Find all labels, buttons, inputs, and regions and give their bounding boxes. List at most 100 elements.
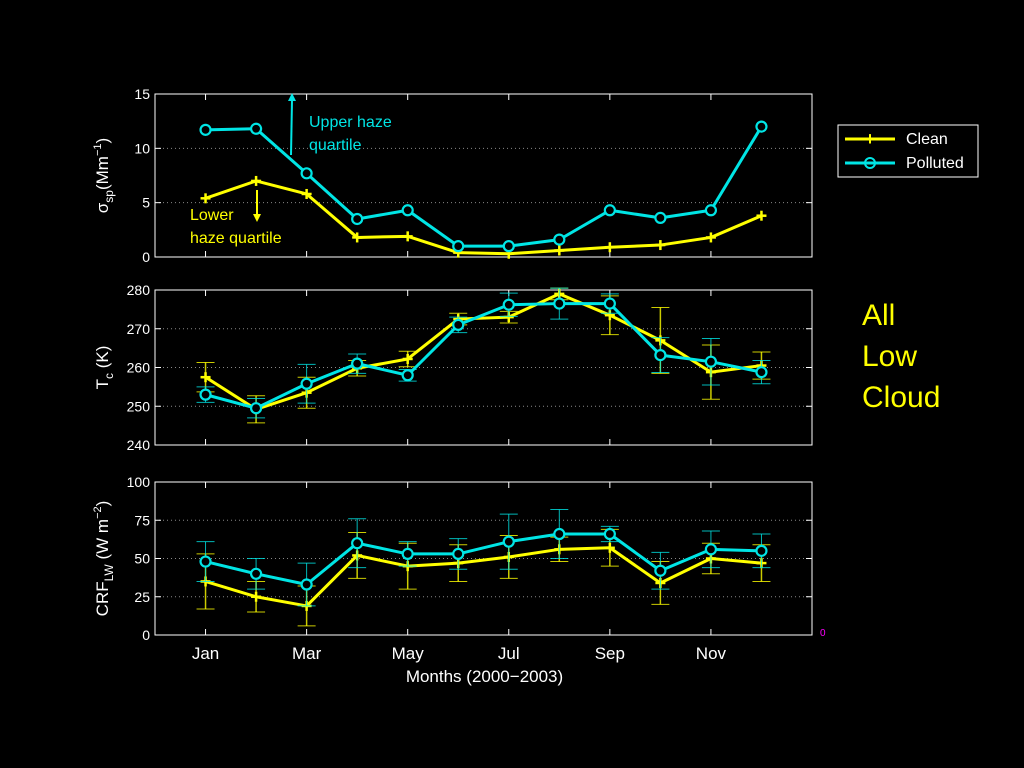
y-tick-label: 0	[142, 627, 150, 643]
y-tick-label: 260	[127, 360, 151, 376]
lower-haze-annotation: Lower haze quartile	[190, 190, 282, 247]
polluted-marker	[553, 527, 566, 541]
legend: + Clean Polluted	[837, 124, 979, 178]
polluted-marker	[351, 537, 364, 550]
polluted-marker	[755, 120, 768, 133]
polluted-marker	[351, 357, 364, 370]
panel-2: 240 250 260 270 280 Tc (K)	[93, 282, 813, 453]
polluted-marker	[401, 369, 414, 382]
stray-glyph: 0	[820, 628, 826, 639]
y-axis-label-part: (K)	[93, 346, 112, 373]
y-tick-label: 270	[127, 321, 151, 337]
clean-series-line	[205, 179, 763, 256]
upper-arrow-head	[288, 93, 296, 101]
polluted-marker	[502, 240, 515, 253]
y-tick-label: 25	[134, 589, 150, 605]
polluted-marker	[755, 544, 768, 557]
y-axis-label-part: (Mm	[93, 156, 112, 190]
y-tick-label: 240	[127, 437, 151, 453]
y-axis-label-part: (W m	[93, 519, 112, 564]
x-tick-label: Jan	[192, 644, 219, 663]
lower-annotation-line1: Lower	[190, 207, 234, 224]
x-tick-label: Nov	[696, 644, 727, 663]
polluted-marker	[249, 402, 263, 415]
polluted-marker	[199, 388, 212, 401]
side-label-line3: Cloud	[862, 381, 941, 414]
polluted-marker	[351, 212, 364, 226]
lower-annotation-line2: haze quartile	[190, 230, 282, 247]
y-axis-label-part: )	[93, 138, 112, 144]
polluted-marker	[654, 211, 667, 224]
all-low-cloud-label: All Low Cloud	[862, 295, 940, 418]
polluted-series-line	[205, 125, 763, 248]
polluted-marker	[249, 122, 263, 135]
x-axis-label: Months (2000−2003)	[406, 667, 563, 686]
y-axis-label-part: c	[102, 373, 116, 379]
panel-3-y-axis-label: CRFLW (W m−2)	[92, 501, 116, 617]
polluted-marker	[553, 233, 566, 246]
legend-polluted-marker	[864, 157, 876, 169]
y-axis-label-part: −2	[92, 506, 104, 519]
y-axis-label-part: )	[93, 501, 112, 507]
polluted-marker	[300, 167, 313, 180]
polluted-marker	[704, 204, 718, 217]
clean-series-line	[205, 546, 762, 608]
polluted-marker	[654, 349, 667, 362]
polluted-marker	[704, 543, 718, 556]
side-label-line2: Low	[862, 340, 918, 373]
polluted-marker	[452, 240, 465, 253]
polluted-marker	[603, 297, 616, 310]
y-axis-label-part: −1	[92, 143, 104, 156]
y-tick-label: 250	[127, 398, 151, 414]
y-axis-label-part: sp	[102, 190, 116, 203]
upper-annotation-line1: Upper haze	[309, 114, 392, 131]
polluted-marker	[199, 123, 212, 136]
y-tick-label: 10	[134, 140, 150, 156]
polluted-marker	[603, 204, 616, 217]
polluted-series-line	[205, 302, 762, 410]
y-axis-label-part: σ	[93, 202, 112, 213]
legend-polluted-label: Polluted	[906, 155, 964, 172]
polluted-marker	[401, 547, 414, 561]
polluted-marker	[755, 366, 768, 379]
chart-panels: 0 5 10 15 σsp(Mm−1) 240 250 260 270 280 Tc (K) 0 25 5…	[92, 86, 813, 686]
upper-arrow-shaft	[290, 99, 293, 156]
panel-3: 0 25 50 75 100 CRFLW (W m−2) Jan Mar May Jul Sep No…	[92, 474, 813, 686]
polluted-marker	[654, 564, 667, 577]
polluted-marker	[300, 578, 313, 591]
polluted-marker	[603, 527, 616, 541]
x-tick-label: Jul	[498, 644, 520, 663]
y-tick-label: 280	[127, 282, 151, 298]
polluted-marker	[502, 535, 515, 548]
y-axis-label-part: T	[93, 379, 112, 389]
legend-clean-label: Clean	[906, 131, 948, 148]
upper-haze-annotation: Upper haze quartile	[288, 93, 392, 156]
lower-arrow-head	[253, 214, 261, 222]
legend-clean-marker: +	[865, 129, 876, 149]
y-tick-label: 15	[134, 86, 150, 102]
y-axis-label-part: CRF	[93, 581, 112, 616]
polluted-marker	[199, 555, 212, 568]
polluted-marker	[452, 547, 465, 561]
upper-annotation-line2: quartile	[309, 137, 362, 154]
x-tick-label: Sep	[595, 644, 625, 663]
polluted-marker	[553, 297, 566, 310]
polluted-marker	[249, 567, 263, 580]
polluted-series-line	[205, 532, 762, 587]
y-tick-label: 0	[142, 249, 150, 265]
side-label-line1: All	[862, 299, 896, 332]
polluted-marker	[452, 318, 465, 331]
legend-box	[837, 124, 979, 178]
panel-1: 0 5 10 15 σsp(Mm−1)	[92, 86, 813, 265]
polluted-marker	[300, 377, 313, 390]
x-tick-label: May	[392, 644, 425, 663]
y-tick-label: 75	[134, 512, 150, 528]
polluted-marker	[502, 298, 515, 311]
panel-2-y-axis-label: Tc (K)	[93, 346, 116, 390]
clean-series-line	[204, 292, 762, 411]
x-tick-label: Mar	[292, 644, 322, 663]
polluted-marker	[401, 204, 414, 217]
y-tick-label: 50	[134, 551, 150, 567]
polluted-marker	[704, 355, 718, 368]
